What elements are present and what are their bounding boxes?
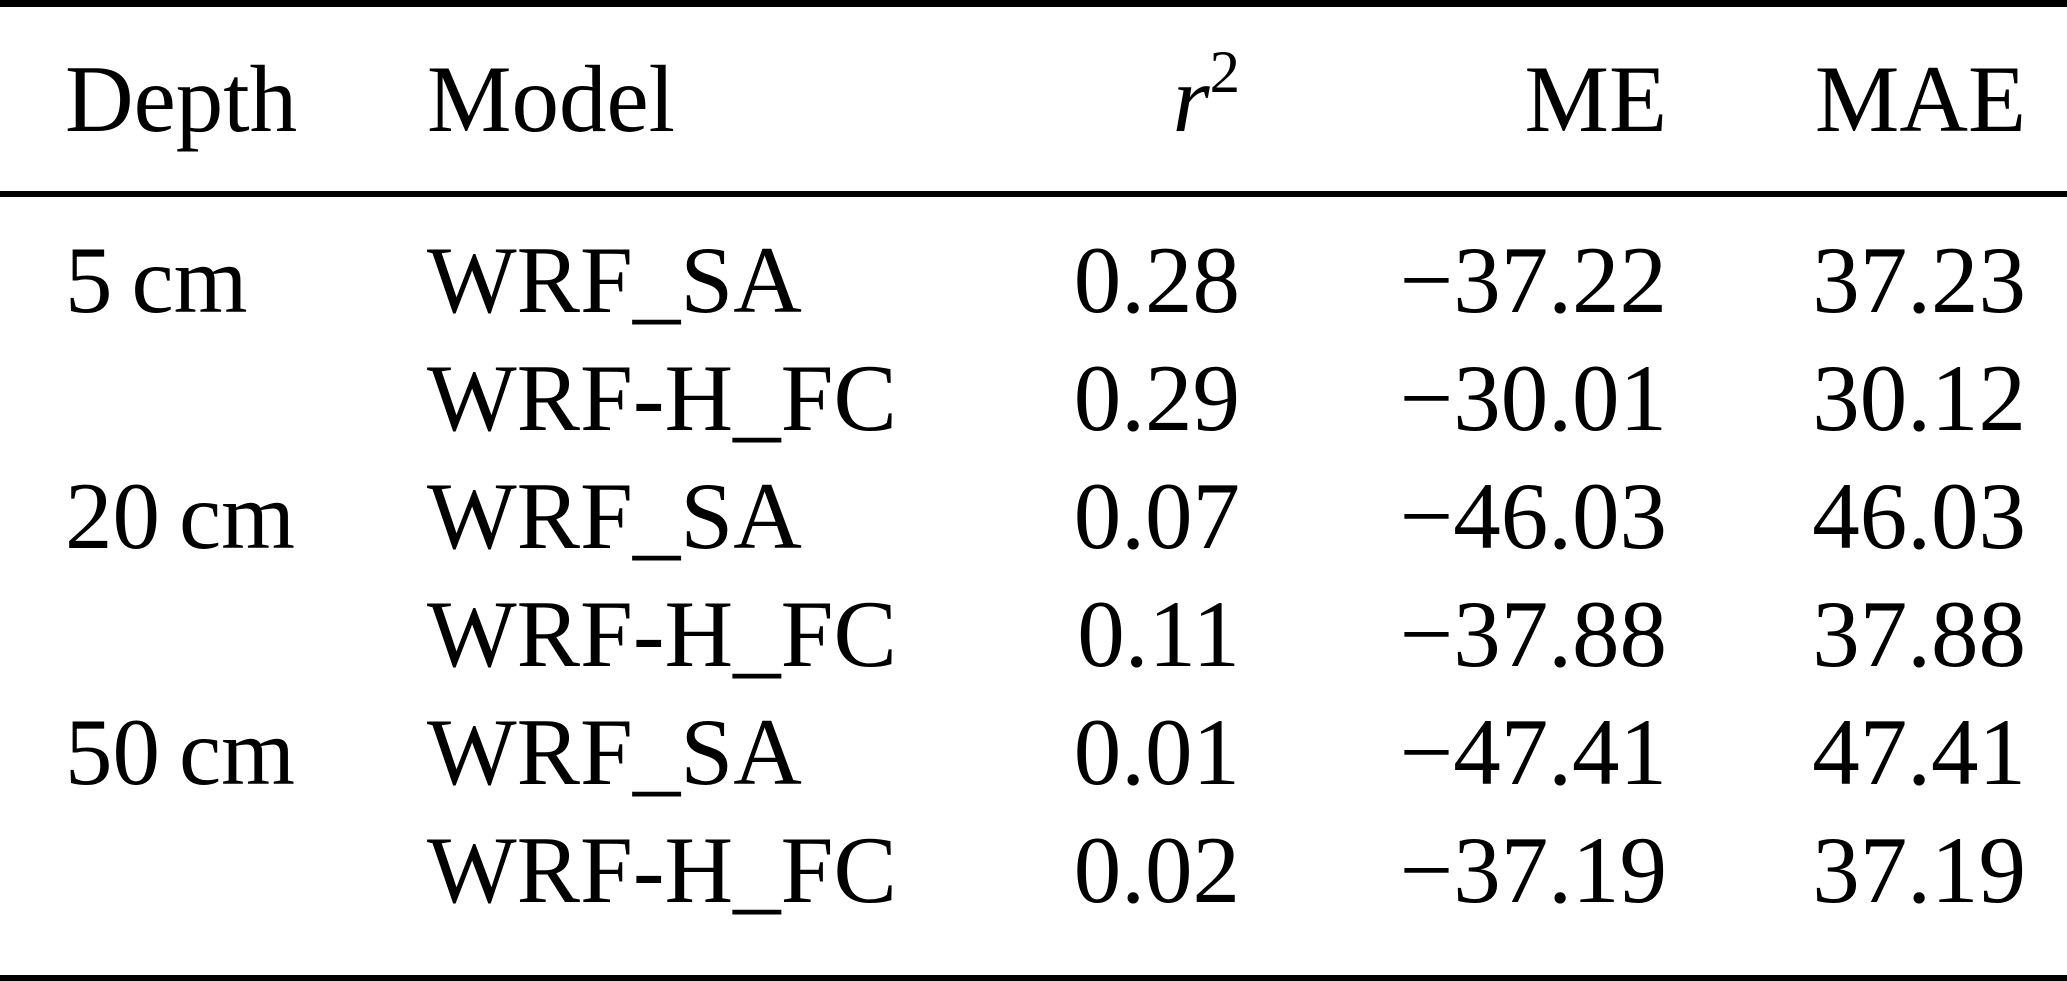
header-depth: Depth (65, 45, 298, 152)
mae-cell: 37.88 (1812, 580, 2026, 687)
depth-cell (0, 811, 427, 929)
header-r2-base: r (1172, 45, 1210, 152)
r2-cell: 0.28 (1073, 226, 1240, 333)
depth-cell: 20 cm (65, 462, 296, 569)
mae-cell: 46.03 (1812, 462, 2026, 569)
header-me: ME (1524, 45, 1668, 152)
r2-cell: 0.02 (1073, 816, 1240, 923)
depth-cell: 5 cm (65, 226, 248, 333)
mae-cell: 47.41 (1812, 698, 2026, 805)
r2-cell: 0.07 (1073, 462, 1240, 569)
me-cell: −37.22 (1399, 226, 1667, 333)
depth-cell (0, 339, 427, 457)
model-cell: WRF_SA (427, 226, 802, 333)
header-model: Model (427, 45, 676, 152)
mae-cell: 37.23 (1812, 226, 2026, 333)
header-rule (0, 191, 2067, 197)
r2-cell: 0.11 (1077, 580, 1240, 687)
mae-cell: 30.12 (1812, 344, 2026, 451)
me-cell: −47.41 (1399, 698, 1667, 805)
header-mae: MAE (1814, 45, 2026, 152)
model-cell: WRF_SA (427, 462, 802, 569)
me-cell: −37.19 (1399, 816, 1667, 923)
me-cell: −46.03 (1399, 462, 1667, 569)
model-cell: WRF-H_FC (427, 580, 897, 687)
depth-cell (0, 575, 427, 693)
model-cell: WRF_SA (427, 698, 802, 805)
mae-cell: 37.19 (1812, 816, 2026, 923)
r2-cell: 0.01 (1073, 698, 1240, 805)
model-cell: WRF-H_FC (427, 816, 897, 923)
model-cell: WRF-H_FC (427, 344, 897, 451)
me-cell: −30.01 (1399, 344, 1667, 451)
r2-cell: 0.29 (1073, 344, 1240, 451)
me-cell: −37.88 (1399, 580, 1667, 687)
depth-cell: 50 cm (65, 698, 296, 805)
